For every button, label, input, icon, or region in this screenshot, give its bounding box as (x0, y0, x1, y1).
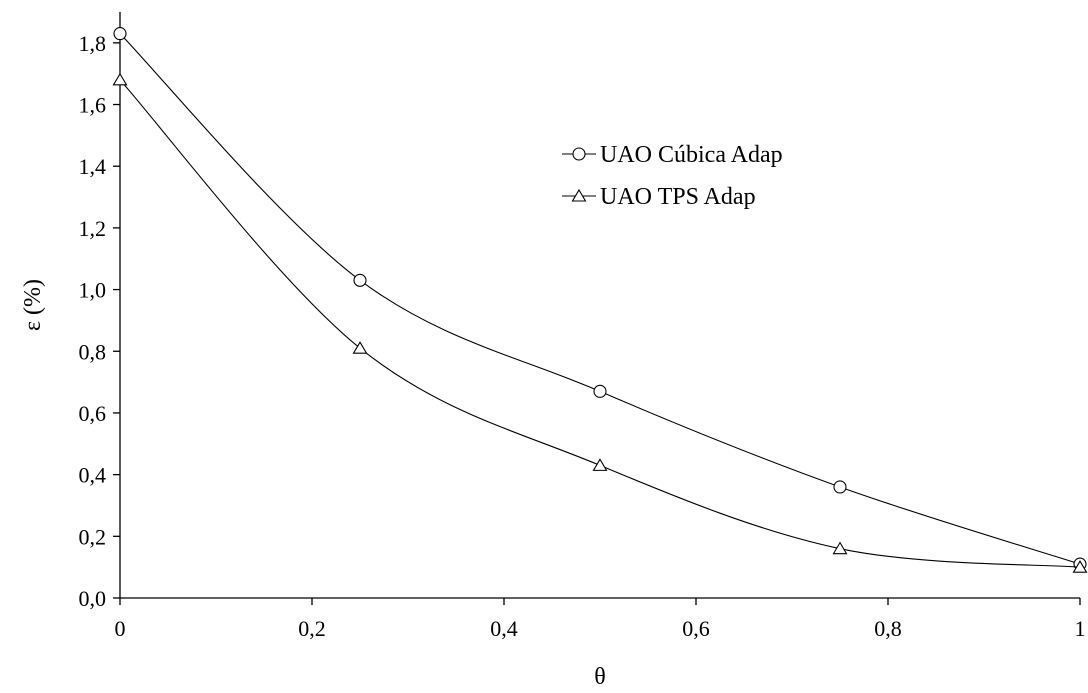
y-tick-label: 0,4 (79, 463, 107, 488)
series-line-triangle (119, 79, 1081, 568)
y-tick-label: 0,8 (79, 339, 107, 364)
y-tick-label: 1,6 (79, 93, 107, 118)
y-tick-label: 1,4 (79, 154, 107, 179)
x-tick-label: 0,8 (874, 616, 902, 641)
data-point-circle (353, 273, 367, 287)
x-tick-label: 0,2 (298, 616, 326, 641)
legend-marker-circle (572, 147, 586, 161)
y-axis-label: ε (%) (20, 279, 46, 331)
x-tick-label: 0 (115, 616, 126, 641)
y-tick-label: 0,0 (79, 586, 107, 611)
y-tick-label: 1,0 (79, 278, 107, 303)
x-tick-label: 0,4 (490, 616, 518, 641)
x-ticks: 0 0,2 0,4 0,6 0,8 1 (115, 598, 1086, 641)
x-axis-label: θ (594, 664, 606, 690)
data-point-triangle (352, 341, 368, 354)
legend-marker-triangle (571, 188, 587, 202)
y-tick-label: 1,8 (79, 31, 107, 56)
data-point-triangle (112, 72, 128, 86)
y-tick-label: 0,6 (79, 401, 107, 426)
data-point-circle (833, 480, 847, 494)
x-tick-label: 1 (1075, 616, 1086, 641)
data-point-triangle (832, 541, 848, 555)
data-point-circle (593, 384, 607, 398)
data-point-triangle (1072, 560, 1088, 573)
x-tick-label: 0,6 (682, 616, 710, 641)
legend: UAO Cúbica Adap UAO TPS Adap (562, 142, 783, 210)
axes (119, 12, 1080, 599)
data-point-triangle (592, 458, 608, 471)
y-ticks: 0,0 0,2 0,4 0,6 0,8 1,0 1,2 1,4 1,6 1,8 (79, 31, 120, 611)
legend-label-tps: UAO TPS Adap (600, 184, 756, 210)
series-group (112, 27, 1088, 573)
y-tick-label: 0,2 (79, 524, 107, 549)
legend-entry-cubica: UAO Cúbica Adap (562, 142, 783, 168)
series-line-circle (119, 33, 1081, 565)
legend-label-cubica: UAO Cúbica Adap (600, 142, 783, 168)
data-point-circle (113, 27, 127, 41)
y-tick-label: 1,2 (79, 216, 107, 241)
legend-entry-tps: UAO TPS Adap (562, 184, 756, 210)
